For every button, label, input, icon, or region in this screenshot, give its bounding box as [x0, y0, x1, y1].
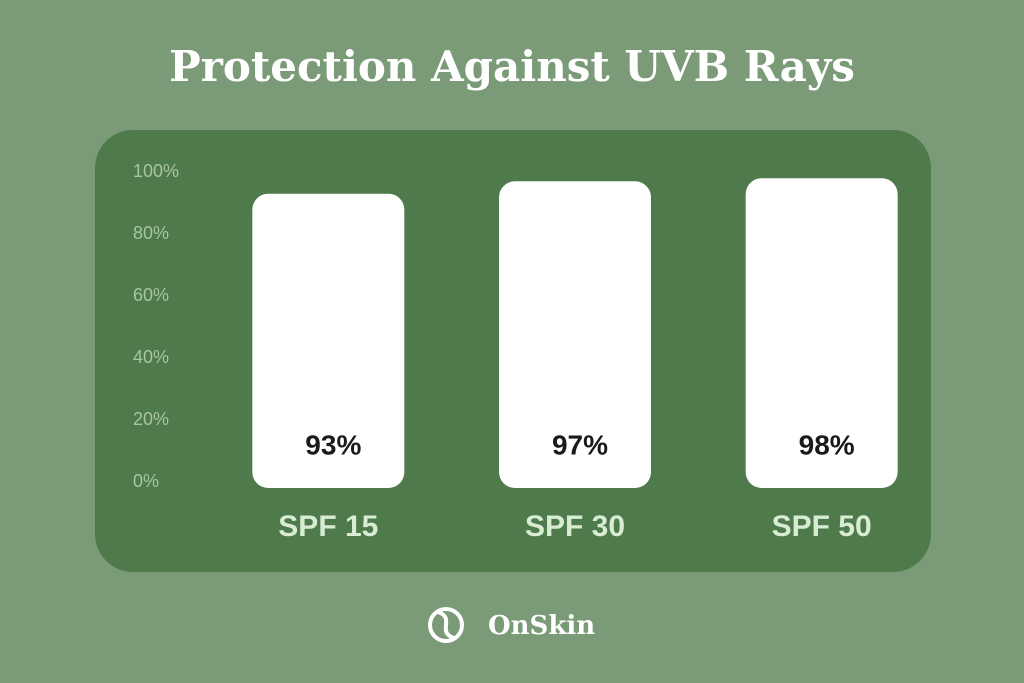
y-tick-label: 20%: [133, 409, 169, 429]
logo-icon: [428, 607, 464, 643]
bar: [252, 193, 405, 488]
value-label: 97%: [552, 429, 608, 460]
y-tick-label: 40%: [133, 347, 169, 367]
bar: [499, 181, 651, 489]
brand-logo: OnSkin: [428, 607, 595, 643]
value-label: 98%: [799, 429, 855, 460]
bar: [745, 178, 898, 488]
x-tick-label: SPF 50: [772, 510, 872, 543]
y-tick-label: 100%: [133, 161, 179, 181]
y-tick-label: 0%: [133, 471, 159, 491]
brand-name: OnSkin: [488, 611, 595, 641]
x-tick-label: SPF 15: [278, 510, 378, 543]
y-tick-label: 60%: [133, 285, 169, 305]
logo-icon-stroke: [437, 610, 455, 640]
chart-title: Protection Against UVB Rays: [169, 42, 855, 91]
x-tick-label: SPF 30: [525, 510, 625, 543]
y-tick-label: 80%: [133, 223, 169, 243]
value-label: 93%: [305, 429, 361, 460]
